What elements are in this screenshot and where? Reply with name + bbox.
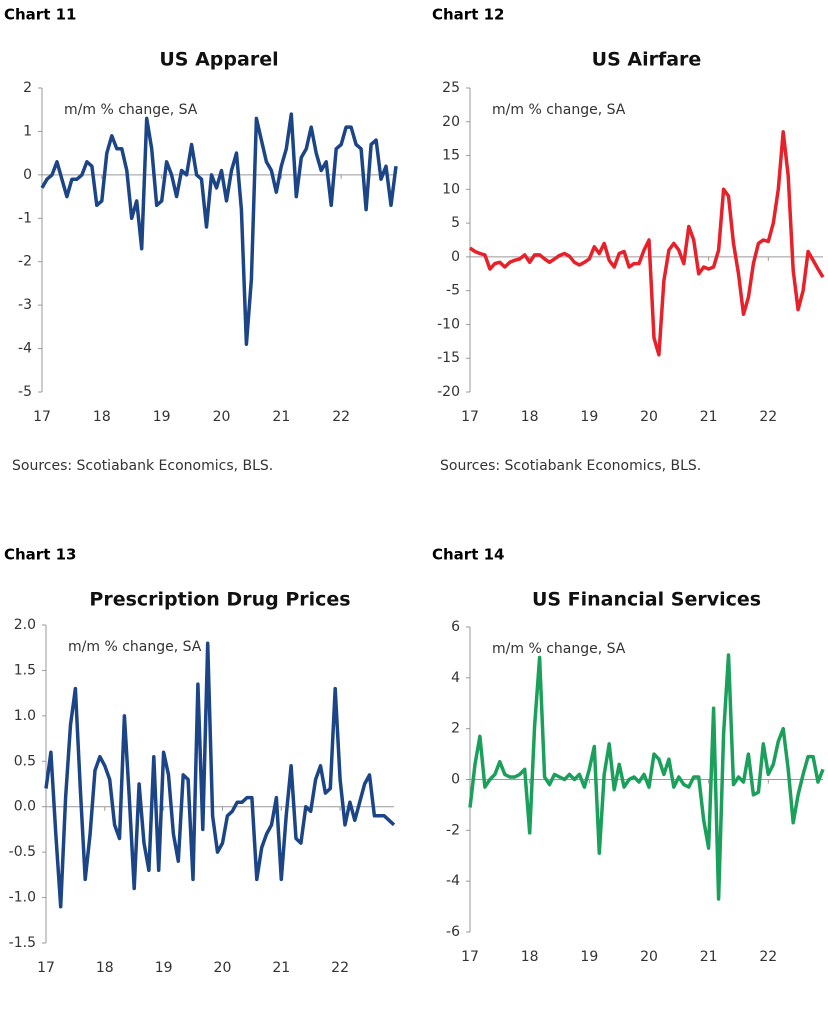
x-tick-label: 17	[37, 960, 55, 976]
y-tick-label: 15	[442, 148, 460, 164]
y-tick-label: -1	[18, 210, 32, 226]
y-tick-label: 6	[451, 619, 460, 635]
x-tick-label: 18	[521, 409, 539, 425]
y-tick-label: 1.0	[14, 708, 36, 724]
x-tick-label: 22	[332, 409, 350, 425]
x-tick-label: 20	[640, 949, 658, 965]
chart-label: Chart 14	[432, 546, 504, 564]
y-tick-label: 2	[451, 721, 460, 737]
y-tick-label: 0	[451, 249, 460, 265]
y-tick-label: -5	[446, 283, 460, 299]
y-tick-label: 0.5	[14, 753, 36, 769]
y-tick-label: -5	[18, 384, 32, 400]
y-tick-label: 0.0	[14, 799, 36, 815]
y-tick-label: 4	[451, 670, 460, 686]
source-note: Sources: Scotiabank Economics, BLS.	[12, 458, 273, 474]
x-tick-label: 19	[580, 949, 598, 965]
y-tick-label: -15	[437, 350, 460, 366]
data-line	[468, 653, 825, 901]
x-tick-label: 19	[153, 409, 171, 425]
y-tick-label: -10	[437, 316, 460, 332]
x-tick-label: 19	[580, 409, 598, 425]
chart-label: Chart 13	[4, 546, 76, 564]
x-tick-label: 22	[759, 409, 777, 425]
y-tick-label: 0	[451, 772, 460, 788]
y-tick-label: -4	[446, 873, 460, 889]
x-tick-label: 18	[96, 960, 114, 976]
data-line	[44, 641, 396, 909]
y-tick-label: -2	[18, 254, 32, 270]
y-tick-label: 5	[451, 215, 460, 231]
y-tick-label: -1.0	[9, 890, 36, 906]
chart-title: US Airfare	[592, 49, 702, 71]
y-tick-label: -20	[437, 384, 460, 400]
x-tick-label: 17	[461, 949, 479, 965]
y-tick-label: 1	[23, 123, 32, 139]
data-line	[469, 130, 825, 357]
chart-title: Prescription Drug Prices	[89, 589, 350, 611]
y-tick-label: -6	[446, 924, 460, 940]
x-tick-label: 17	[461, 409, 479, 425]
y-tick-label: -2	[446, 822, 460, 838]
y-tick-label: 0	[23, 167, 32, 183]
x-tick-label: 17	[33, 409, 51, 425]
chart-title: US Apparel	[159, 49, 278, 71]
chart-label: Chart 11	[4, 6, 76, 24]
subtitle: m/m % change, SA	[492, 102, 626, 118]
subtitle: m/m % change, SA	[492, 641, 626, 657]
y-tick-label: -3	[18, 297, 32, 313]
x-tick-label: 20	[640, 409, 658, 425]
x-tick-label: 20	[213, 409, 231, 425]
x-tick-label: 21	[700, 409, 718, 425]
x-tick-label: 22	[331, 960, 349, 976]
y-tick-label: 20	[442, 114, 460, 130]
y-tick-label: 2	[23, 80, 32, 96]
x-tick-label: 20	[214, 960, 232, 976]
source-note: Sources: Scotiabank Economics, BLS.	[440, 458, 701, 474]
chart-title: US Financial Services	[532, 589, 761, 611]
y-tick-label: -1.5	[9, 935, 36, 951]
x-tick-label: 18	[521, 949, 539, 965]
x-tick-label: 21	[272, 960, 290, 976]
y-tick-label: -0.5	[9, 844, 36, 860]
x-tick-label: 21	[700, 949, 718, 965]
y-tick-label: 25	[442, 80, 460, 96]
y-tick-label: -4	[18, 341, 32, 357]
data-line	[40, 112, 398, 346]
y-tick-label: 2.0	[14, 617, 36, 633]
y-tick-label: 10	[442, 181, 460, 197]
subtitle: m/m % change, SA	[68, 639, 202, 655]
x-tick-label: 19	[155, 960, 173, 976]
x-tick-label: 22	[759, 949, 777, 965]
x-tick-label: 18	[93, 409, 111, 425]
y-tick-label: 1.5	[14, 662, 36, 678]
x-tick-label: 21	[272, 409, 290, 425]
chart-label: Chart 12	[432, 6, 504, 24]
subtitle: m/m % change, SA	[64, 102, 198, 118]
